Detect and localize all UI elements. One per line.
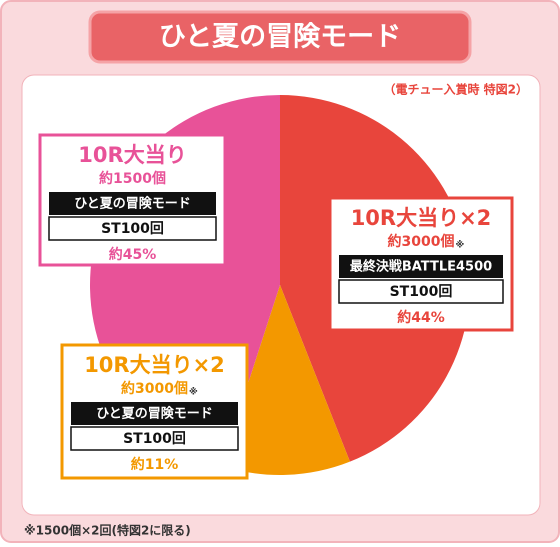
subtitle: （電チュー入賞時 特図2） [383, 82, 528, 97]
slice-st: ST100回 [101, 221, 164, 237]
slice-label: 10R大当り×2 [351, 206, 492, 230]
slice-balls: 約3000個 [121, 380, 188, 397]
mode-box [71, 402, 238, 425]
slice-label: 10R大当り×2 [84, 353, 225, 377]
st-box [48, 216, 217, 241]
slice-mode: ひと夏の冒険モード [74, 196, 191, 212]
mode-box [49, 192, 216, 215]
slice-st: ST100回 [390, 284, 453, 300]
value-label: 約45% [109, 246, 157, 263]
slice-mode: 最終決戦BATTLE4500 [350, 259, 492, 275]
note-mark: ※ [455, 240, 464, 251]
title-banner [88, 10, 472, 64]
chart-title: ひと夏の冒険モード [159, 22, 401, 53]
slice-balls: 約1500個 [99, 170, 166, 187]
st-box [70, 426, 239, 451]
st-box [338, 279, 504, 304]
mode-box [339, 255, 503, 278]
footnote: ※1500個×2回(特図2に限る) [24, 523, 191, 538]
value-label: 約44% [397, 309, 445, 326]
slice-label: 10R大当り [78, 143, 186, 167]
slice-st: ST100回 [123, 431, 186, 447]
slice-mode: ひと夏の冒険モード [96, 406, 213, 422]
note-mark: ※ [189, 387, 198, 398]
value-label: 約11% [131, 456, 179, 473]
slice-balls: 約3000個 [388, 233, 455, 250]
pie-slice [221, 285, 350, 476]
